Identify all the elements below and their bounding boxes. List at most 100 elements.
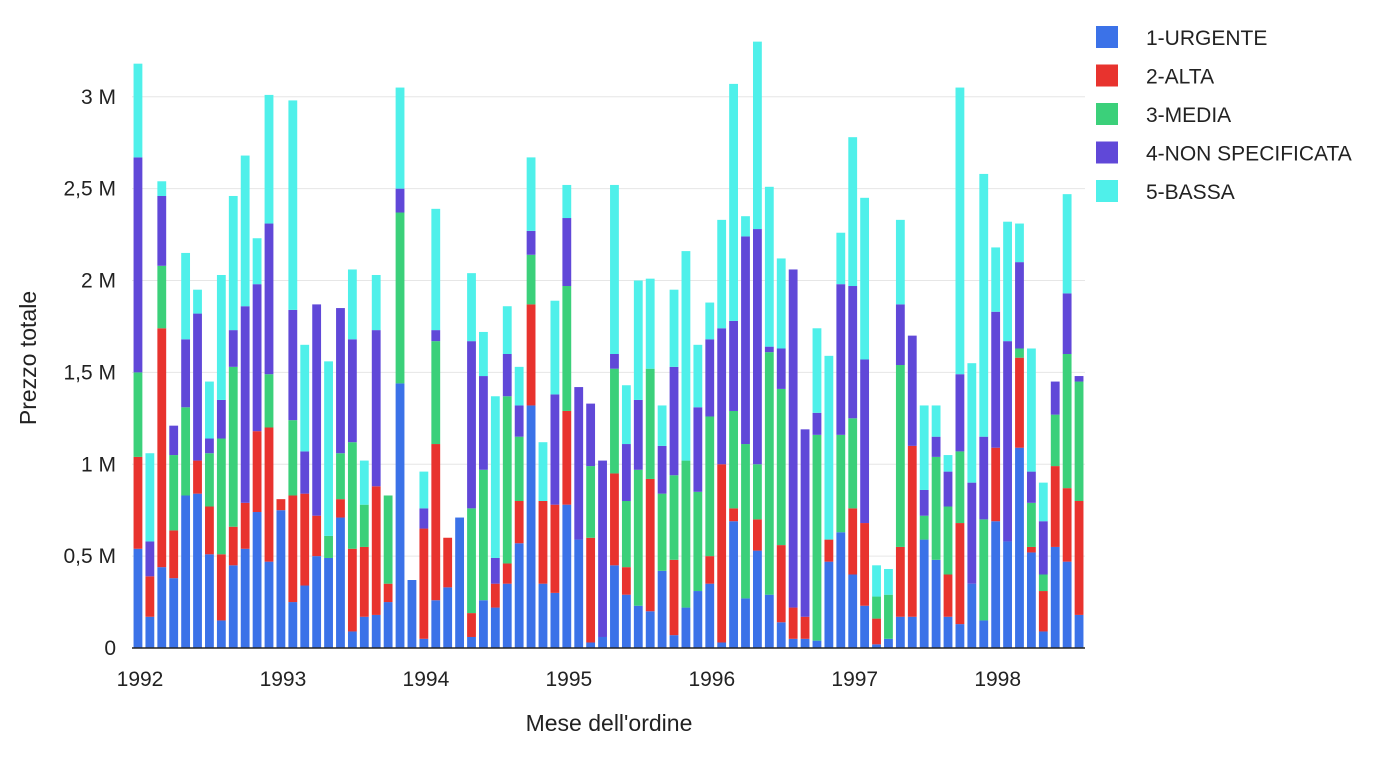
gridlines bbox=[132, 96, 1085, 557]
bar-segment-s4-1996-03 bbox=[729, 320, 738, 411]
bar-stack-1993-07 bbox=[347, 269, 357, 648]
bar-segment-s4-1995-10 bbox=[669, 366, 679, 476]
bar-segment-s1-1993-03 bbox=[300, 585, 310, 648]
bar-segment-s1-1995-04 bbox=[598, 636, 607, 648]
y-tick-label: 1,5 M bbox=[63, 361, 116, 384]
bar-segment-s3-1996-03 bbox=[729, 410, 738, 509]
bar-segment-s3-1992-01 bbox=[133, 372, 143, 457]
bar-segment-s5-1995-10 bbox=[669, 289, 679, 367]
bar-segment-s1-1992-08 bbox=[216, 620, 226, 648]
bar-segment-s5-1996-03 bbox=[729, 83, 738, 321]
bar-segment-s3-1996-04 bbox=[741, 444, 750, 599]
bar-segment-s3-1993-07 bbox=[347, 442, 357, 549]
bar-segment-s4-1994-01 bbox=[419, 508, 429, 529]
bar-segment-s1-1994-07 bbox=[490, 607, 500, 648]
bar-segment-s4-1992-05 bbox=[181, 339, 191, 408]
bar-stack-1994-08 bbox=[502, 306, 512, 648]
bar-segment-s4-1998-04 bbox=[1026, 471, 1036, 503]
bar-segment-s2-1995-05 bbox=[610, 473, 619, 566]
bar-segment-s4-1994-10 bbox=[526, 230, 536, 255]
bar-segment-s5-1996-04 bbox=[741, 216, 750, 237]
bar-segment-s4-1993-03 bbox=[300, 451, 310, 494]
bar-segment-s5-1994-05 bbox=[467, 273, 476, 342]
bar-segment-s5-1992-07 bbox=[205, 381, 214, 439]
bar-segment-s1-1997-05 bbox=[895, 616, 905, 648]
bar-segment-s4-1992-08 bbox=[216, 399, 226, 439]
bar-segment-s4-1994-12 bbox=[550, 394, 560, 505]
bar-stack-1995-11 bbox=[681, 251, 691, 648]
bar-segment-s2-1998-05 bbox=[1038, 591, 1048, 632]
bar-segment-s5-1997-05 bbox=[895, 219, 905, 305]
bar-segment-s2-1996-08 bbox=[788, 607, 798, 639]
bar-segment-s2-1996-02 bbox=[717, 464, 727, 643]
bar-segment-s3-1995-10 bbox=[669, 475, 679, 560]
bar-segment-s2-1995-08 bbox=[645, 478, 655, 612]
legend-label-1: 1-URGENTE bbox=[1146, 27, 1267, 50]
bar-segment-s2-1994-03 bbox=[443, 537, 453, 588]
bar-segment-s2-1996-07 bbox=[776, 545, 786, 623]
bar-segment-s5-1996-12 bbox=[836, 232, 846, 285]
bar-segment-s3-1998-08 bbox=[1074, 381, 1084, 501]
bar-stack-1998-05 bbox=[1038, 482, 1048, 648]
bar-segment-s4-1995-01 bbox=[562, 218, 572, 287]
bar-segment-s1-1993-07 bbox=[347, 631, 357, 648]
bar-stack-1995-05 bbox=[610, 184, 619, 648]
bar-stack-1992-05 bbox=[181, 252, 191, 648]
bar-stack-1992-10 bbox=[240, 155, 250, 648]
bar-stack-1996-09 bbox=[800, 429, 810, 648]
bar-stack-1993-02 bbox=[288, 100, 298, 648]
bar-segment-s3-1993-02 bbox=[288, 420, 298, 496]
bar-stack-1998-07 bbox=[1062, 194, 1072, 648]
bar-segment-s3-1992-04 bbox=[169, 455, 179, 531]
bar-segment-s4-1996-06 bbox=[764, 346, 774, 353]
bar-segment-s5-1992-06 bbox=[193, 289, 202, 314]
bar-segment-s2-1997-02 bbox=[860, 523, 870, 606]
x-tick-label: 1994 bbox=[403, 668, 450, 691]
bar-segment-s2-1994-09 bbox=[514, 501, 524, 544]
bar-segment-s3-1995-08 bbox=[645, 368, 655, 479]
bar-stack-1993-01 bbox=[276, 499, 286, 648]
x-tick-label: 1995 bbox=[545, 668, 592, 691]
bar-segment-s1-1996-09 bbox=[800, 638, 810, 648]
bar-segment-s2-1993-08 bbox=[359, 546, 369, 617]
bar-segment-s1-1996-02 bbox=[717, 642, 727, 648]
bar-segment-s4-1993-04 bbox=[312, 304, 322, 516]
bar-segment-s1-1993-01 bbox=[276, 510, 286, 648]
bar-stack-1992-03 bbox=[157, 181, 167, 648]
bar-stack-1996-06 bbox=[764, 186, 774, 648]
bar-segment-s1-1998-01 bbox=[991, 521, 1001, 648]
bar-stack-1995-04 bbox=[598, 460, 607, 648]
bar-segment-s5-1992-08 bbox=[216, 274, 226, 400]
bar-stack-1998-03 bbox=[1015, 223, 1024, 648]
bar-segment-s2-1998-03 bbox=[1015, 357, 1024, 448]
bar-segment-s5-1997-10 bbox=[955, 87, 965, 375]
bar-segment-s3-1995-06 bbox=[621, 501, 631, 568]
legend-label-4: 4-NON SPECIFICATA bbox=[1146, 143, 1352, 166]
bar-segment-s2-1996-09 bbox=[800, 616, 810, 639]
bar-segment-s5-1994-06 bbox=[479, 331, 488, 377]
bar-segment-s5-1996-10 bbox=[812, 328, 822, 413]
legend-label-2: 2-ALTA bbox=[1146, 66, 1214, 89]
bar-segment-s3-1997-08 bbox=[931, 456, 941, 560]
bar-segment-s2-1997-03 bbox=[872, 618, 881, 645]
bar-segment-s4-1997-07 bbox=[919, 489, 929, 516]
bar-segment-s3-1993-11 bbox=[395, 212, 405, 384]
bar-segment-s2-1992-08 bbox=[216, 554, 226, 621]
bar-segment-s1-1998-07 bbox=[1062, 561, 1072, 648]
bar-stack-1997-07 bbox=[919, 405, 929, 648]
bar-segment-s5-1994-01 bbox=[419, 471, 429, 509]
bar-stack-1993-11 bbox=[395, 87, 405, 648]
x-tick-label: 1998 bbox=[974, 668, 1021, 691]
bar-segment-s1-1996-08 bbox=[788, 638, 798, 648]
bar-segment-s4-1998-03 bbox=[1015, 262, 1024, 349]
y-tick-label: 0,5 M bbox=[63, 545, 116, 568]
bar-stack-1998-02 bbox=[1003, 221, 1012, 648]
bar-segment-s1-1995-12 bbox=[693, 591, 703, 648]
bar-segment-s5-1997-08 bbox=[931, 405, 941, 437]
bar-segment-s2-1992-01 bbox=[133, 456, 143, 549]
bar-segment-s2-1996-03 bbox=[729, 508, 738, 522]
bar-stack-1993-09 bbox=[371, 274, 381, 648]
bar-segment-s2-1993-03 bbox=[300, 493, 310, 586]
